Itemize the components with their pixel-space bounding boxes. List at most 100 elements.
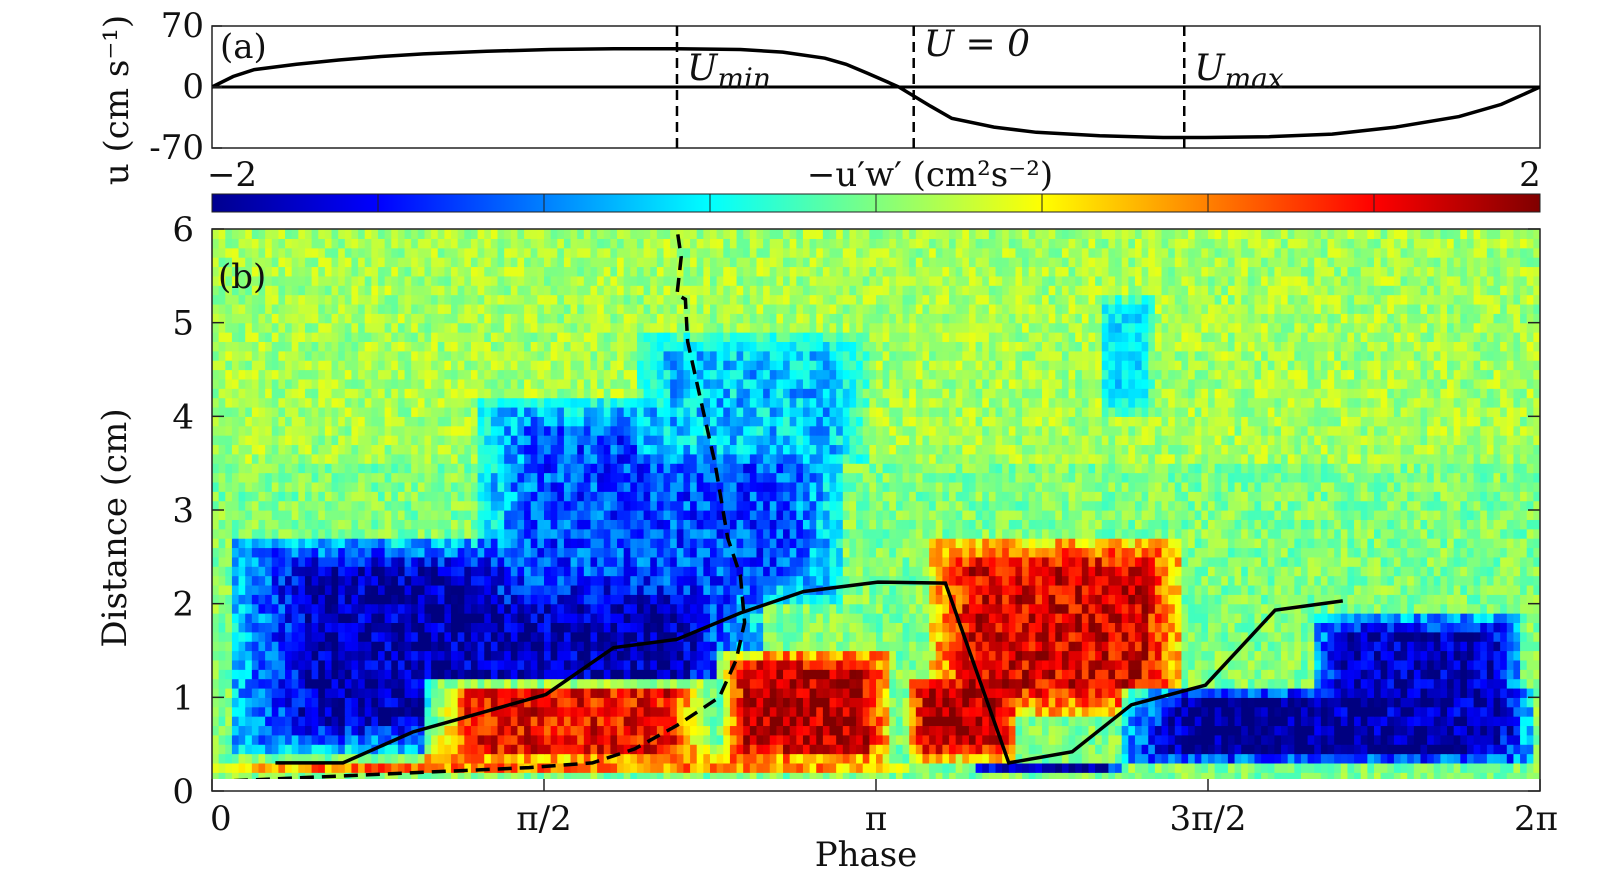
- heatmap-cell: [457, 556, 465, 567]
- heatmap-cell: [1281, 556, 1289, 567]
- heatmap-cell: [849, 744, 857, 755]
- heatmap-cell: [504, 772, 512, 779]
- heatmap-cell: [1380, 687, 1388, 698]
- heatmap-cell: [630, 594, 638, 605]
- heatmap-cell: [783, 697, 791, 708]
- heatmap-cell: [683, 706, 691, 717]
- heatmap-cell: [736, 556, 744, 567]
- heatmap-cell: [623, 725, 631, 736]
- heatmap-cell: [391, 556, 399, 567]
- heatmap-cell: [1347, 659, 1355, 670]
- heatmap-cell: [670, 556, 678, 567]
- heatmap-cell: [1002, 762, 1010, 773]
- heatmap-cell: [497, 584, 505, 595]
- heatmap-cell: [577, 687, 585, 698]
- annotation-label: Umin: [687, 48, 771, 95]
- heatmap-cell: [238, 725, 246, 736]
- heatmap-cell: [1453, 603, 1461, 614]
- heatmap-cell: [643, 744, 651, 755]
- heatmap-cell: [1035, 575, 1043, 586]
- heatmap-cell: [1022, 697, 1030, 708]
- heatmap-cell: [577, 716, 585, 727]
- heatmap-cell: [530, 584, 538, 595]
- heatmap-cell: [882, 706, 890, 717]
- heatmap-cell: [650, 594, 658, 605]
- heatmap-cell: [617, 584, 625, 595]
- heatmap-cell: [1075, 584, 1083, 595]
- heatmap-cell: [1340, 678, 1349, 689]
- heatmap-cell: [557, 641, 565, 652]
- heatmap-cell: [1188, 584, 1196, 595]
- heatmap-cell: [1128, 613, 1136, 623]
- heatmap-cell: [696, 594, 704, 605]
- heatmap-cell: [1002, 725, 1010, 736]
- heatmap-cell: [324, 725, 333, 736]
- heatmap-cell: [251, 659, 260, 670]
- heatmap-cell: [982, 566, 990, 577]
- heatmap-cell: [1281, 762, 1289, 773]
- heatmap-cell: [1241, 584, 1249, 595]
- heatmap-cell: [942, 734, 950, 745]
- heatmap-cell: [610, 725, 618, 736]
- heatmap-cell: [895, 584, 904, 595]
- heatmap-cell: [510, 575, 519, 586]
- heatmap-cell: [1148, 584, 1156, 595]
- heatmap-cell: [862, 659, 870, 670]
- heatmap-cell: [663, 650, 671, 661]
- heatmap-cell: [1374, 687, 1382, 698]
- heatmap-cell: [683, 669, 691, 680]
- heatmap-cell: [729, 622, 738, 633]
- heatmap-cell: [988, 659, 997, 670]
- heatmap-cell: [909, 603, 917, 614]
- heatmap-cell: [955, 706, 963, 717]
- heatmap-cell: [245, 669, 253, 680]
- heatmap-cell: [922, 697, 930, 708]
- heatmap-cell: [816, 556, 824, 567]
- heatmap-cell: [371, 613, 379, 623]
- heatmap-cell: [710, 584, 718, 595]
- heatmap-cell: [437, 669, 445, 680]
- heatmap-cell: [729, 725, 738, 736]
- heatmap-cell: [231, 547, 240, 558]
- heatmap-cell: [431, 547, 439, 558]
- heatmap-cell: [763, 575, 771, 586]
- heatmap-cell: [1367, 725, 1375, 736]
- heatmap-cell: [703, 762, 711, 773]
- heatmap-cell: [1513, 566, 1521, 577]
- heatmap-cell: [1168, 556, 1176, 567]
- heatmap-cell: [544, 556, 552, 567]
- heatmap-cell: [265, 678, 273, 689]
- heatmap-cell: [1128, 734, 1136, 745]
- heatmap-cell: [1367, 678, 1375, 689]
- heatmap-cell: [1334, 613, 1342, 623]
- heatmap-cell: [411, 716, 419, 727]
- heatmap-cell: [1214, 716, 1222, 727]
- heatmap-cell: [544, 584, 552, 595]
- heatmap-cell: [1327, 575, 1335, 586]
- heatmap-cell: [1208, 734, 1216, 745]
- heatmap-cell: [1048, 678, 1056, 689]
- heatmap-cell: [304, 584, 313, 595]
- heatmap-cell: [1427, 706, 1435, 717]
- heatmap-cell: [749, 725, 758, 736]
- heatmap-cell: [1340, 725, 1349, 736]
- heatmap-cell: [630, 613, 638, 623]
- heatmap-cell: [915, 575, 924, 586]
- heatmap-cell: [656, 687, 665, 698]
- heatmap-cell: [1327, 659, 1335, 670]
- heatmap-cell: [424, 566, 432, 577]
- heatmap-cell: [809, 762, 817, 773]
- heatmap-cell: [809, 734, 817, 745]
- heatmap-cell: [915, 631, 924, 642]
- heatmap-cell: [597, 575, 605, 586]
- heatmap-cell: [849, 725, 857, 736]
- heatmap-cell: [1247, 650, 1256, 661]
- heatmap-cell: [397, 725, 406, 736]
- heatmap-cell: [1340, 669, 1349, 680]
- heatmap-cell: [1181, 687, 1189, 698]
- heatmap-cell: [1493, 631, 1501, 642]
- heatmap-cell: [265, 753, 273, 764]
- heatmap-cell: [278, 772, 286, 779]
- heatmap-cell: [856, 641, 864, 652]
- heatmap-cell: [842, 603, 851, 614]
